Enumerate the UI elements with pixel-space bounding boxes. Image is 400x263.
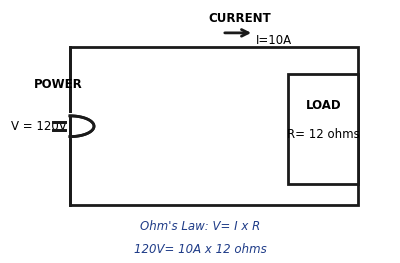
Text: POWER: POWER [34,78,83,91]
Text: V = 120V: V = 120V [11,120,67,133]
Bar [70,47,358,205]
Text: CURRENT: CURRENT [209,12,271,25]
Bar [288,74,358,184]
Text: R= 12 ohms: R= 12 ohms [287,128,360,141]
Text: LOAD: LOAD [305,99,341,112]
Text: Ohm's Law: V= I x R: Ohm's Law: V= I x R [140,220,260,233]
Bar [68,113,104,139]
Text: I=10A: I=10A [256,34,292,47]
Text: 120V= 10A x 12 ohms: 120V= 10A x 12 ohms [134,243,266,256]
